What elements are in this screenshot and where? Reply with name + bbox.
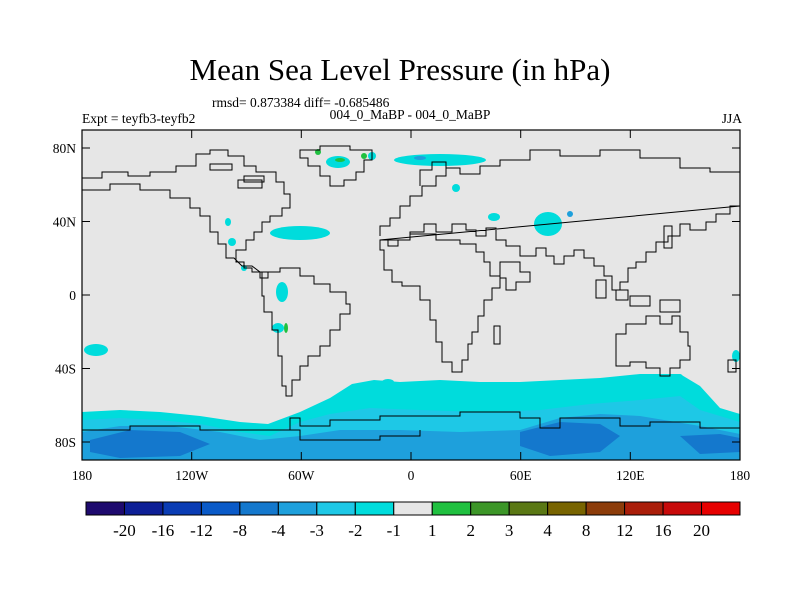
x-tick-label: 120W [175,468,208,483]
y-tick-label: 80S [55,435,76,450]
x-ticks [81,130,741,460]
x-tick-label: 0 [408,468,415,483]
colorbar-swatch [547,501,587,516]
colorbar-label: 2 [466,521,475,540]
season-label: JJA [721,111,742,126]
colorbar-swatch [470,501,510,516]
colorbar-label: -3 [310,521,324,540]
colorbar-label: 12 [616,521,633,540]
colorbar-label: 16 [655,521,672,540]
colorbar-label: 20 [693,521,710,540]
plot-title: Mean Sea Level Pressure (in hPa) [189,52,611,87]
x-tick-label: 180 [72,468,93,483]
colorbar-label: -12 [190,521,213,540]
colorbar-swatch [508,501,549,516]
southern-band-deepblue [90,422,740,458]
coastlines [82,145,741,441]
colorbar-swatch [701,501,741,516]
colorbar-swatch [200,501,241,516]
colorbar-label: -20 [113,521,136,540]
stats-line: rmsd= 0.873384 diff= -0.685486 [212,95,390,110]
x-tick-label: 180 [730,468,751,483]
colorbar-swatch [662,501,703,516]
colorbar-label: 3 [505,521,514,540]
colorbar-label: 8 [582,521,591,540]
colorbar-swatch [354,501,395,516]
colorbar-label: -4 [271,521,286,540]
colorbar-swatch [277,501,318,516]
colorbar-swatch [162,501,202,516]
colorbar-label: -8 [233,521,247,540]
colorbar-label: 4 [543,521,552,540]
x-tick-label: 120E [616,468,645,483]
y-tick-label: 40N [53,215,77,230]
colorbar: -20 -16 -12 -8 -4 -3 -2 -1 1 2 3 4 8 12 16 20 [85,501,741,540]
x-tick-label: 60E [510,468,532,483]
experiment-label: Expt = teyfb3-teyfb2 [82,111,196,126]
colorbar-label: 1 [428,521,437,540]
colorbar-swatch [431,501,472,516]
colorbar-swatch [624,501,664,516]
colorbar-label: -2 [348,521,362,540]
y-ticks [82,147,740,443]
colorbar-swatch [85,501,125,516]
y-tick-label: 40S [55,362,76,377]
y-tick-label: 80N [53,141,77,156]
colorbar-label: -1 [387,521,401,540]
y-tick-label: 0 [69,288,76,303]
cases-label: 004_0_MaBP - 004_0_MaBP [329,107,491,122]
anomaly-patches [84,152,740,385]
colorbar-swatch [393,501,433,516]
colorbar-label: -16 [152,521,175,540]
x-tick-label: 60W [288,468,315,483]
colorbar-swatch [239,501,279,516]
colorbar-swatch [316,501,356,516]
colorbar-swatch [585,501,626,516]
colorbar-swatch [123,501,164,516]
anomaly-patches-dark [414,156,573,217]
